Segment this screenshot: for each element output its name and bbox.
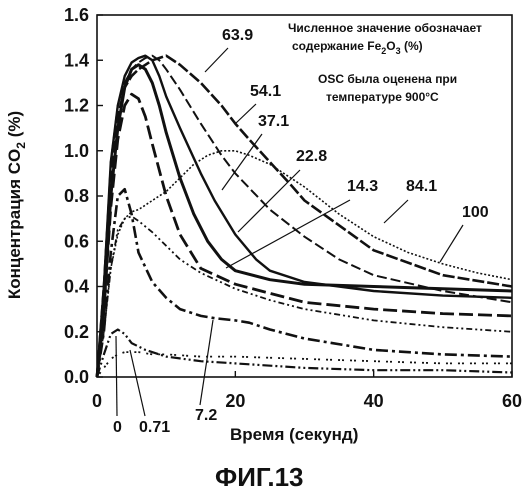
leader-line xyxy=(205,48,228,72)
figure-caption: ФИГ.13 xyxy=(215,462,304,492)
y-tick-label: 0.4 xyxy=(64,277,89,297)
leader-line xyxy=(116,336,117,416)
y-tick-label: 0.8 xyxy=(64,186,89,206)
leader-line xyxy=(238,170,300,232)
annotation-line-1: Численное значение обозначает xyxy=(288,21,482,35)
plot-frame xyxy=(97,15,512,377)
series-label: 7.2 xyxy=(195,407,217,424)
series-line-84-1 xyxy=(97,151,512,377)
series-layer xyxy=(97,56,512,377)
x-tick-label: 0 xyxy=(92,391,102,411)
y-axis-label: Концентрация CO2 (%) xyxy=(5,111,28,299)
label-layer: 0 0.71 7.2 14.3 22.8 37.1 54.1 63.9 84.1 100 xyxy=(113,27,489,436)
x-axis-label: Время (секунд) xyxy=(230,425,358,444)
series-line-0 xyxy=(97,330,512,378)
series-label: 0.71 xyxy=(139,419,170,436)
leader-line xyxy=(440,225,463,262)
annotation-line-3: OSC была оценена при xyxy=(318,72,457,86)
leader-line xyxy=(226,200,350,268)
series-label: 54.1 xyxy=(250,83,281,100)
series-line-22-8 xyxy=(97,65,512,377)
x-tick-label: 60 xyxy=(502,391,522,411)
leader-line xyxy=(235,104,256,124)
series-label: 14.3 xyxy=(347,178,378,195)
series-label: 84.1 xyxy=(406,178,437,195)
y-tick-label: 1.2 xyxy=(64,96,89,116)
leader-line xyxy=(384,200,408,223)
y-tick-label: 1.4 xyxy=(64,50,89,70)
series-label: 22.8 xyxy=(296,148,327,165)
y-tick-label: 0.0 xyxy=(64,367,89,387)
x-tick-label: 40 xyxy=(364,391,384,411)
y-tick-label: 1.0 xyxy=(64,141,89,161)
y-tick-label: 0.2 xyxy=(64,322,89,342)
series-label: 0 xyxy=(113,419,122,436)
x-tick-label: 20 xyxy=(225,391,245,411)
series-label: 63.9 xyxy=(222,27,253,44)
y-tick-label: 1.6 xyxy=(64,5,89,25)
annotation-line-2: содержание Fe2O3 (%) xyxy=(292,39,423,56)
tick-layer: 0 20 40 60 0.0 0.2 0.4 0.6 0.8 1.0 1.2 1.4 1.6 xyxy=(64,5,522,411)
series-label: 100 xyxy=(462,204,489,221)
leader-line xyxy=(130,350,145,416)
annotation-line-4: температуре 900°C xyxy=(326,90,439,104)
y-tick-label: 0.6 xyxy=(64,231,89,251)
leader-line xyxy=(200,320,213,405)
series-label: 37.1 xyxy=(258,113,289,130)
